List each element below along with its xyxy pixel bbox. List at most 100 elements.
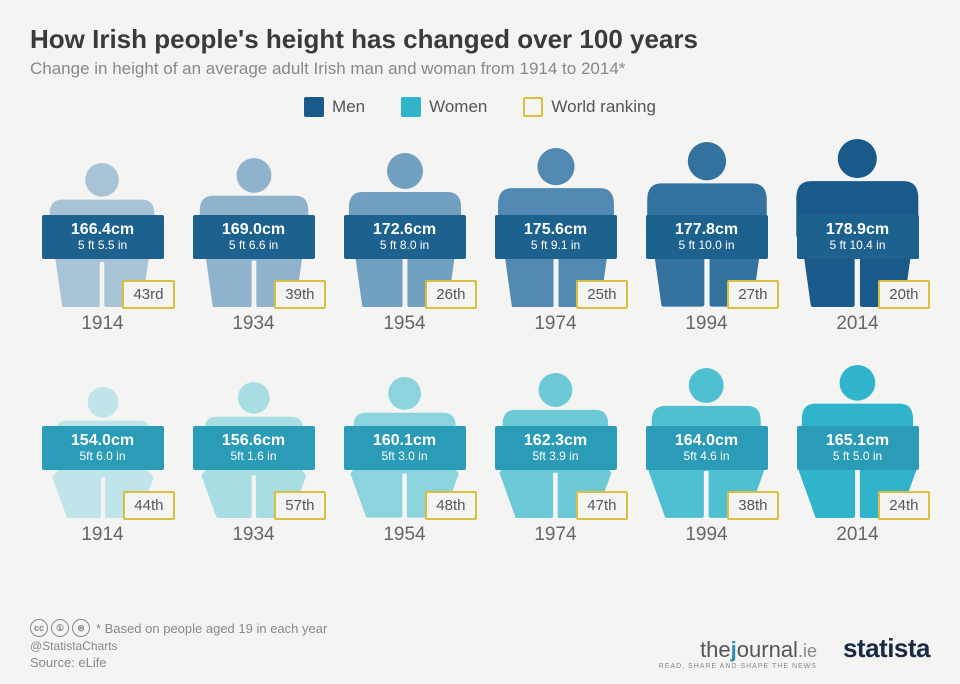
woman-figure: 156.6cm 5ft 1.6 in 57th 1934 — [181, 363, 326, 546]
height-label: 172.6cm 5 ft 8.0 in — [344, 215, 466, 259]
statista-logo: statista — [843, 633, 930, 664]
man-figure: 172.6cm 5 ft 8.0 in 26th 1954 — [332, 137, 477, 335]
journal-logo: thejournal.ie READ, SHARE AND SHAPE THE … — [659, 637, 817, 670]
legend-men-label: Men — [332, 97, 365, 117]
height-cm: 169.0cm — [197, 221, 311, 239]
woman-figure: 165.1cm 5 ft 5.0 in 24th 2014 — [785, 363, 930, 546]
height-ft: 5ft 3.0 in — [348, 450, 462, 464]
height-label: 154.0cm 5ft 6.0 in — [42, 426, 164, 470]
legend-rank: World ranking — [523, 97, 656, 117]
woman-figure: 160.1cm 5ft 3.0 in 48th 1954 — [332, 363, 477, 546]
person-icon-wrap: 177.8cm 5 ft 10.0 in 27th — [637, 137, 777, 307]
height-label: 177.8cm 5 ft 10.0 in — [646, 215, 768, 259]
journal-tagline: READ, SHARE AND SHAPE THE NEWS — [659, 663, 817, 670]
chart-subtitle: Change in height of an average adult Iri… — [30, 59, 930, 79]
woman-figure: 164.0cm 5ft 4.6 in 38th 1994 — [634, 363, 779, 546]
person-icon-wrap: 178.9cm 5 ft 10.4 in 20th — [788, 137, 928, 307]
height-ft: 5 ft 10.4 in — [801, 239, 915, 253]
height-label: 175.6cm 5 ft 9.1 in — [495, 215, 617, 259]
height-cm: 160.1cm — [348, 432, 462, 450]
year-label: 1914 — [81, 313, 123, 335]
legend-women: Women — [401, 97, 487, 117]
height-label: 164.0cm 5ft 4.6 in — [646, 426, 768, 470]
year-label: 1954 — [383, 313, 425, 335]
rank-badge: 44th — [123, 491, 174, 520]
person-icon-wrap: 172.6cm 5 ft 8.0 in 26th — [335, 137, 475, 307]
height-cm: 177.8cm — [650, 221, 764, 239]
height-ft: 5ft 3.9 in — [499, 450, 613, 464]
legend: Men Women World ranking — [30, 97, 930, 117]
height-label: 162.3cm 5ft 3.9 in — [495, 426, 617, 470]
rank-badge: 20th — [878, 280, 929, 309]
height-ft: 5 ft 9.1 in — [499, 239, 613, 253]
rank-badge: 26th — [425, 280, 476, 309]
year-label: 1974 — [534, 313, 576, 335]
source: Source: eLife — [30, 655, 327, 670]
rank-badge: 57th — [274, 491, 325, 520]
height-ft: 5 ft 5.0 in — [801, 450, 915, 464]
height-cm: 175.6cm — [499, 221, 613, 239]
year-label: 1994 — [685, 313, 727, 335]
height-cm: 165.1cm — [801, 432, 915, 450]
cc-icon: cc — [30, 619, 48, 637]
swatch-rank — [523, 97, 543, 117]
legend-women-label: Women — [429, 97, 487, 117]
women-row: 154.0cm 5ft 6.0 in 44th 1914 156.6cm 5ft… — [30, 363, 930, 546]
height-ft: 5 ft 8.0 in — [348, 239, 462, 253]
height-cm: 178.9cm — [801, 221, 915, 239]
man-figure: 166.4cm 5 ft 5.5 in 43rd 1914 — [30, 137, 175, 335]
person-icon-wrap: 169.0cm 5 ft 6.6 in 39th — [184, 137, 324, 307]
chart-title: How Irish people's height has changed ov… — [30, 24, 930, 55]
rank-badge: 38th — [727, 491, 778, 520]
by-icon: ① — [51, 619, 69, 637]
person-icon-wrap: 156.6cm 5ft 1.6 in 57th — [184, 363, 324, 518]
height-label: 169.0cm 5 ft 6.6 in — [193, 215, 315, 259]
person-icon-wrap: 175.6cm 5 ft 9.1 in 25th — [486, 137, 626, 307]
cc-icons: cc ① ⊜ — [30, 619, 90, 637]
rank-badge: 43rd — [122, 280, 174, 309]
year-label: 2014 — [836, 313, 878, 335]
height-ft: 5 ft 6.6 in — [197, 239, 311, 253]
footer: cc ① ⊜ * Based on people aged 19 in each… — [30, 619, 930, 670]
person-icon-wrap: 165.1cm 5 ft 5.0 in 24th — [788, 363, 928, 518]
handle: @StatistaCharts — [30, 639, 327, 653]
height-label: 178.9cm 5 ft 10.4 in — [797, 215, 919, 259]
year-label: 2014 — [836, 524, 878, 546]
year-label: 1954 — [383, 524, 425, 546]
person-icon-wrap: 160.1cm 5ft 3.0 in 48th — [335, 363, 475, 518]
height-cm: 156.6cm — [197, 432, 311, 450]
person-icon-wrap: 154.0cm 5ft 6.0 in 44th — [33, 363, 173, 518]
height-cm: 162.3cm — [499, 432, 613, 450]
height-cm: 164.0cm — [650, 432, 764, 450]
height-ft: 5ft 4.6 in — [650, 450, 764, 464]
year-label: 1934 — [232, 313, 274, 335]
rank-badge: 27th — [727, 280, 778, 309]
footnote: * Based on people aged 19 in each year — [96, 621, 327, 636]
legend-men: Men — [304, 97, 365, 117]
year-label: 1974 — [534, 524, 576, 546]
legend-rank-label: World ranking — [551, 97, 656, 117]
height-label: 156.6cm 5ft 1.6 in — [193, 426, 315, 470]
person-icon-wrap: 162.3cm 5ft 3.9 in 47th — [486, 363, 626, 518]
man-figure: 178.9cm 5 ft 10.4 in 20th 2014 — [785, 137, 930, 335]
rank-badge: 47th — [576, 491, 627, 520]
rank-badge: 39th — [274, 280, 325, 309]
person-icon-wrap: 164.0cm 5ft 4.6 in 38th — [637, 363, 777, 518]
year-label: 1994 — [685, 524, 727, 546]
rank-badge: 24th — [878, 491, 929, 520]
swatch-men — [304, 97, 324, 117]
height-cm: 172.6cm — [348, 221, 462, 239]
man-figure: 175.6cm 5 ft 9.1 in 25th 1974 — [483, 137, 628, 335]
man-figure: 177.8cm 5 ft 10.0 in 27th 1994 — [634, 137, 779, 335]
rank-badge: 25th — [576, 280, 627, 309]
person-icon-wrap: 166.4cm 5 ft 5.5 in 43rd — [33, 137, 173, 307]
swatch-women — [401, 97, 421, 117]
year-label: 1934 — [232, 524, 274, 546]
height-cm: 166.4cm — [46, 221, 160, 239]
nd-icon: ⊜ — [72, 619, 90, 637]
height-label: 160.1cm 5ft 3.0 in — [344, 426, 466, 470]
height-ft: 5 ft 10.0 in — [650, 239, 764, 253]
woman-figure: 162.3cm 5ft 3.9 in 47th 1974 — [483, 363, 628, 546]
man-figure: 169.0cm 5 ft 6.6 in 39th 1934 — [181, 137, 326, 335]
height-label: 165.1cm 5 ft 5.0 in — [797, 426, 919, 470]
